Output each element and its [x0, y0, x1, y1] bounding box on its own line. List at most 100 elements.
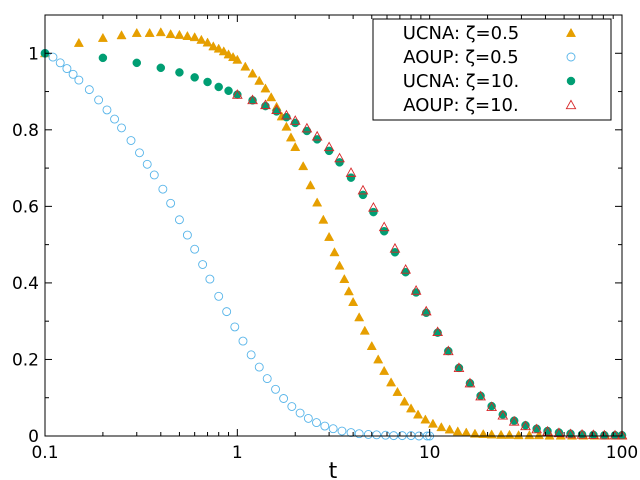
- data-point: [392, 386, 403, 396]
- data-point: [48, 52, 58, 62]
- y-tick-label: 0.4: [12, 274, 39, 294]
- data-point: [334, 152, 345, 163]
- data-point: [282, 112, 291, 122]
- data-point: [531, 423, 543, 434]
- data-point: [126, 136, 136, 145]
- data-point: [202, 37, 213, 47]
- data-point: [156, 63, 166, 73]
- data-point: [509, 416, 519, 425]
- data-point: [452, 426, 463, 436]
- series-3: [231, 89, 628, 440]
- data-point: [110, 114, 120, 124]
- data-point: [144, 27, 155, 37]
- data-point: [337, 426, 347, 436]
- data-point: [444, 424, 455, 434]
- data-point: [487, 401, 496, 411]
- data-point: [413, 409, 424, 419]
- data-point: [131, 27, 142, 37]
- data-point: [182, 30, 193, 40]
- data-point: [240, 61, 251, 71]
- x-axis-label: t: [329, 459, 338, 480]
- data-point: [328, 424, 338, 434]
- data-point: [410, 285, 422, 295]
- data-point: [565, 428, 576, 439]
- data-point: [339, 273, 350, 284]
- data-point: [400, 263, 412, 274]
- data-point: [142, 159, 152, 169]
- data-point: [324, 231, 335, 241]
- data-point: [379, 226, 389, 236]
- data-point: [368, 201, 379, 212]
- data-point: [497, 409, 509, 420]
- data-point: [175, 68, 184, 77]
- data-point: [542, 425, 553, 436]
- y-tick-label: 0: [28, 427, 39, 447]
- data-point: [165, 29, 176, 39]
- data-point: [366, 340, 377, 350]
- data-point: [174, 215, 184, 225]
- data-point: [149, 170, 159, 180]
- data-point: [373, 354, 384, 364]
- data-point: [155, 27, 166, 37]
- data-point: [513, 430, 524, 440]
- data-point: [521, 421, 530, 430]
- data-point: [422, 308, 431, 318]
- data-point: [343, 286, 354, 296]
- data-point: [553, 427, 565, 438]
- data-point: [68, 69, 78, 79]
- data-point: [214, 291, 224, 301]
- data-point: [262, 374, 272, 384]
- x-tick-label: 0.1: [31, 443, 58, 463]
- data-point: [260, 83, 271, 93]
- data-point: [298, 161, 309, 171]
- data-point: [290, 141, 301, 151]
- x-tick-label: 1: [232, 443, 243, 463]
- data-point: [135, 148, 144, 158]
- data-point: [357, 184, 369, 195]
- data-point: [117, 123, 126, 133]
- data-point: [158, 184, 168, 194]
- data-point: [182, 230, 192, 240]
- data-point: [386, 377, 397, 387]
- data-point: [97, 32, 108, 42]
- data-point: [389, 242, 401, 253]
- data-point: [436, 422, 447, 432]
- data-point: [354, 429, 364, 439]
- data-point: [599, 429, 610, 440]
- data-point: [469, 428, 480, 438]
- data-point: [102, 105, 112, 115]
- data-point: [312, 197, 323, 207]
- data-point: [74, 75, 84, 85]
- data-point: [420, 305, 432, 316]
- data-point: [230, 322, 240, 332]
- data-point: [281, 121, 292, 131]
- data-point: [190, 244, 200, 254]
- legend-label: AOUP: ζ=10.: [403, 95, 518, 116]
- data-point: [334, 260, 345, 270]
- data-point: [498, 410, 508, 419]
- data-point: [348, 296, 359, 306]
- data-point: [260, 99, 271, 110]
- data-point: [132, 58, 142, 68]
- legend-label: UCNA: ζ=10.: [403, 71, 520, 92]
- y-tick-label: 1: [28, 44, 39, 64]
- data-point: [247, 94, 258, 105]
- data-point: [279, 394, 289, 403]
- data-point: [232, 54, 243, 64]
- data-point: [311, 130, 323, 141]
- data-point: [346, 173, 356, 182]
- data-point: [190, 73, 199, 82]
- data-point: [406, 403, 417, 413]
- data-point: [588, 429, 599, 439]
- data-point: [247, 68, 258, 78]
- data-point: [354, 312, 365, 322]
- data-point: [318, 214, 329, 224]
- data-point: [520, 420, 531, 431]
- data-point: [323, 141, 335, 152]
- data-point: [427, 418, 438, 428]
- legend-marker: [565, 27, 577, 37]
- data-point: [369, 207, 378, 217]
- data-point: [335, 158, 344, 167]
- x-tick-label: 10: [419, 443, 441, 463]
